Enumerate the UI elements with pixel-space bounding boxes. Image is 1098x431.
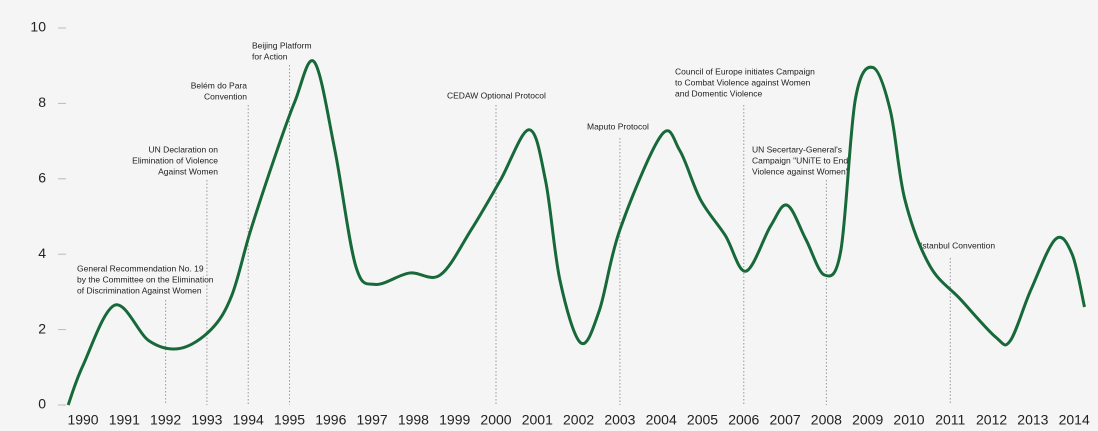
annotation-text: to Combat Violence against Women — [675, 77, 811, 87]
x-tick-label: 2002 — [563, 412, 594, 428]
annotation-text: Belém do Para — [191, 80, 247, 90]
annotation-text: Council of Europe initiates Campaign — [675, 66, 815, 76]
annotation-text: CEDAW Optional Protocol — [447, 90, 546, 100]
annotation-text: General Recommendation No. 19 — [77, 263, 204, 273]
annotation-text: of Discrimination Against Women — [77, 285, 202, 295]
annotation-text: Beijing Platform — [252, 40, 312, 50]
x-tick-label: 2012 — [976, 412, 1007, 428]
x-tick-label: 2009 — [852, 412, 883, 428]
y-tick-label: 4 — [38, 245, 46, 261]
x-tick-label: 2008 — [811, 412, 842, 428]
x-tick-label: 2007 — [770, 412, 801, 428]
annotation-text: Campaign "UNiTE to End — [752, 155, 848, 165]
annotation-text: Maputo Protocol — [587, 121, 649, 131]
annotation-text: and Domentic Violence — [675, 88, 763, 98]
annotation-text: for Action — [252, 51, 288, 61]
x-tick-label: 1993 — [191, 412, 222, 428]
x-tick-label: 1990 — [67, 412, 98, 428]
x-tick-label: 1998 — [398, 412, 429, 428]
y-tick-label: 2 — [38, 320, 46, 336]
x-tick-label: 2010 — [893, 412, 924, 428]
y-tick-label: 0 — [38, 396, 46, 412]
x-tick-label: 1997 — [357, 412, 388, 428]
x-tick-label: 2014 — [1059, 412, 1090, 428]
annotation-text: UN Declaration on — [149, 144, 219, 154]
x-tick-label: 2013 — [1017, 412, 1048, 428]
x-tick-label: 2011 — [935, 412, 965, 428]
y-tick-label: 8 — [38, 94, 46, 110]
x-tick-label: 2003 — [604, 412, 635, 428]
x-tick-label: 1995 — [274, 412, 305, 428]
y-tick-label: 6 — [38, 170, 46, 186]
x-tick-label: 2005 — [687, 412, 718, 428]
annotation-text: Convention — [204, 91, 247, 101]
x-tick-label: 2000 — [480, 412, 511, 428]
x-tick-label: 2004 — [646, 412, 677, 428]
x-tick-label: 1999 — [439, 412, 470, 428]
annotation-text: Against Women — [158, 166, 218, 176]
line — [66, 59, 1086, 406]
annotation-text: UN Secertary-General's — [752, 144, 842, 154]
annotation-text: Elimination of Violence — [132, 155, 218, 165]
x-tick-label: 1996 — [315, 412, 346, 428]
x-tick-label: 1992 — [150, 412, 181, 428]
x-tick-label: 1991 — [109, 412, 140, 428]
annotation-text: by the Committee on the Elimination — [77, 274, 214, 284]
y-tick-label: 10 — [30, 19, 46, 35]
annotation-text: Istanbul Convention — [920, 240, 995, 250]
x-tick-label: 1994 — [233, 412, 264, 428]
x-tick-label: 2001 — [522, 412, 553, 428]
annotation-text: Violence against Women" — [752, 166, 849, 176]
x-tick-label: 2006 — [728, 412, 759, 428]
